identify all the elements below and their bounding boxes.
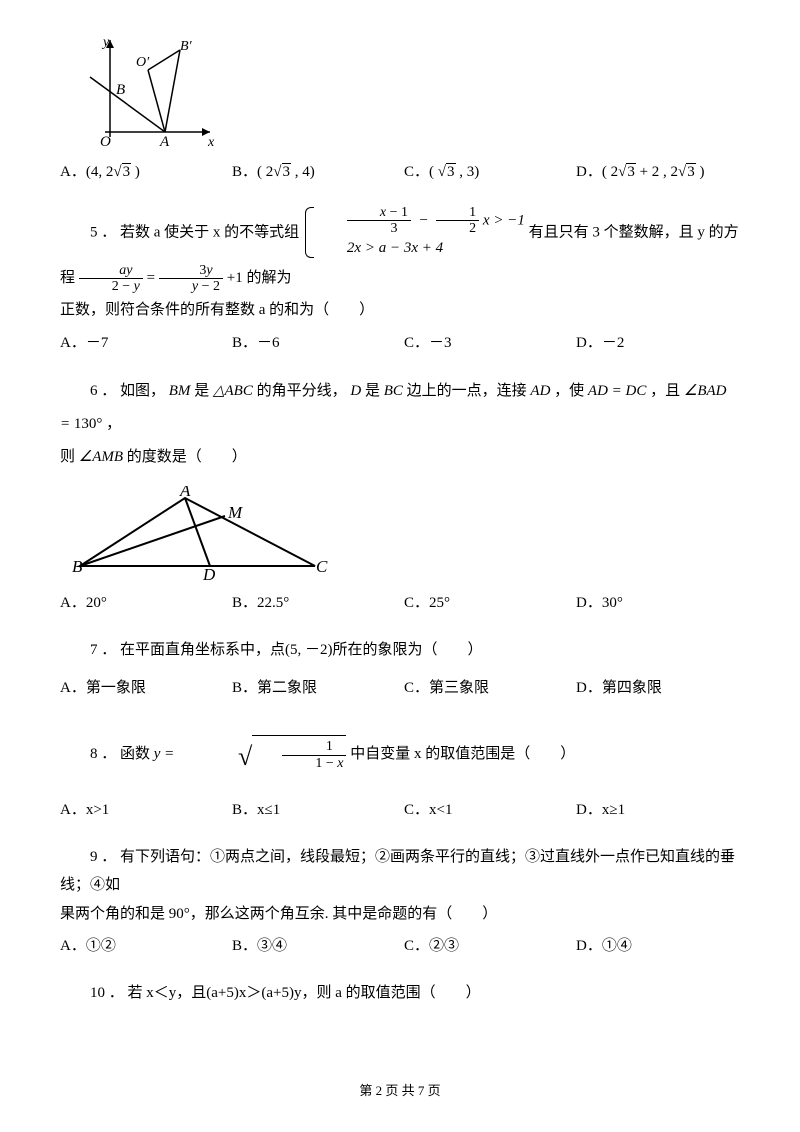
q7-option-B: B．第二象限	[232, 674, 404, 703]
q6-diagram: B A C D M	[70, 486, 740, 581]
q6-adeq: AD = DC	[588, 383, 646, 399]
q5-option-B: B．－6	[232, 329, 404, 358]
q6-option-D: D．30°	[576, 589, 623, 618]
q8-prefix: 8 ． 函数	[90, 746, 150, 762]
q5-prefix: 5 ． 若数 a 使关于 x 的不等式组	[90, 224, 299, 240]
q5-option-A: A．－7	[60, 329, 232, 358]
q5-options: A．－7 B．－6 C．－3 D．－2	[60, 329, 740, 358]
q5-eq: =	[147, 270, 155, 286]
q6-t8: ，	[106, 416, 121, 432]
q9: 9 ． 有下列语句：①两点之间，线段最短；②画两条平行的直线；③过直线外一点作已…	[60, 843, 740, 929]
q10-text: 10 ． 若 x＜y，且(a+5)x＞(a+5)y，则 a 的取值范围（ ）	[60, 979, 740, 1008]
q9-line1: 9 ． 有下列语句：①两点之间，线段最短；②画两条平行的直线；③过直线外一点作已…	[60, 843, 740, 900]
q6-option-A: A．20°	[60, 589, 232, 618]
q4-diagram: O A B O′ B′ y x	[80, 32, 740, 152]
q8-option-C: C．x<1	[404, 796, 576, 825]
q8-yeq: y =	[154, 746, 175, 762]
q5-tail: +1 的解为	[227, 270, 292, 286]
q5-option-D: D．－2	[576, 329, 624, 358]
label-A: A	[159, 134, 170, 150]
q6-abc: △ABC	[213, 383, 253, 399]
label-O: O	[100, 134, 111, 150]
q9-options: A．①② B．③④ C．②③ D．①④	[60, 932, 740, 961]
lbl-B: B	[72, 557, 83, 576]
q9-option-A: A．①②	[60, 932, 232, 961]
q6-t7: ，且	[650, 383, 680, 399]
q6-t1: 6 ． 如图，	[90, 383, 165, 399]
q4-option-B: B．( 23 , 4)	[232, 158, 404, 187]
q6-t6: ，使	[554, 383, 584, 399]
q8-sqrt: √ 11 − x	[178, 721, 346, 789]
q6-t4: 是	[365, 383, 380, 399]
q6-bm: BM	[169, 383, 191, 399]
label-O-prime: O′	[136, 55, 150, 70]
q5: 5 ． 若数 a 使关于 x 的不等式组 x − 13 − 12 x > −1 …	[60, 205, 740, 325]
q7-option-A: A．第一象限	[60, 674, 232, 703]
q7-option-D: D．第四象限	[576, 674, 662, 703]
q6-options: A．20° B．22.5° C．25° D．30°	[60, 589, 740, 618]
q8-option-A: A．x>1	[60, 796, 232, 825]
page-footer: 第 2 页 共 7 页	[0, 1079, 800, 1104]
q6-amb: ∠AMB	[79, 449, 123, 465]
q9-line2: 果两个角的和是 90°，那么这两个角互余. 其中是命题的有（ ）	[60, 900, 740, 929]
q5-system: x − 13 − 12 x > −1 2x > a − 3x + 4	[303, 205, 525, 261]
q7-option-C: C．第三象限	[404, 674, 576, 703]
q6-t9: 则	[60, 449, 75, 465]
q5-frac-left: ay2 − y	[79, 263, 143, 295]
q6-t3: 的角平分线，	[257, 383, 347, 399]
label-x: x	[207, 135, 215, 150]
lbl-A: A	[179, 486, 191, 500]
q9-option-B: B．③④	[232, 932, 404, 961]
triangle-svg: B A C D M	[70, 486, 330, 581]
q9-option-C: C．②③	[404, 932, 576, 961]
q4-options: A．(4, 23 ) B．( 23 , 4) C．( 3 , 3) D．( 23…	[60, 158, 740, 187]
q7-text: 7 ． 在平面直角坐标系中，点(5, －2)所在的象限为（ ）	[60, 636, 740, 665]
q5-line2: 正数，则符合条件的所有整数 a 的和为（ ）	[60, 296, 740, 325]
coord-system-svg: O A B O′ B′ y x	[80, 32, 220, 152]
q4-option-A: A．(4, 23 )	[60, 158, 232, 187]
q4-option-D: D．( 23 + 2 , 23 )	[576, 158, 705, 187]
q5-frac-right: 3yy − 2	[159, 263, 223, 295]
label-y: y	[101, 35, 110, 50]
q6: 6 ． 如图， BM 是 △ABC 的角平分线， D 是 BC 边上的一点，连接…	[60, 375, 740, 474]
q8: 8 ． 函数 y = √ 11 − x 中自变量 x 的取值范围是（ ）	[60, 721, 740, 789]
q7-options: A．第一象限 B．第二象限 C．第三象限 D．第四象限	[60, 674, 740, 703]
q6-option-B: B．22.5°	[232, 589, 404, 618]
q6-bc: BC	[384, 383, 403, 399]
q8-options: A．x>1 B．x≤1 C．x<1 D．x≥1	[60, 796, 740, 825]
q8-suffix: 中自变量 x 的取值范围是（ ）	[350, 746, 575, 762]
q6-t2: 是	[194, 383, 209, 399]
q6-t5: 边上的一点，连接	[407, 383, 527, 399]
q5-option-C: C．－3	[404, 329, 576, 358]
q6-t10: 的度数是（ ）	[127, 449, 247, 465]
label-B-prime: B′	[180, 39, 193, 54]
q9-option-D: D．①④	[576, 932, 632, 961]
q8-option-B: B．x≤1	[232, 796, 404, 825]
lbl-C: C	[316, 557, 328, 576]
q8-option-D: D．x≥1	[576, 796, 625, 825]
q6-option-C: C．25°	[404, 589, 576, 618]
q4-option-C: C．( 3 , 3)	[404, 158, 576, 187]
page: O A B O′ B′ y x A．(4, 23 ) B．( 23 , 4) C…	[0, 0, 800, 1132]
lbl-M: M	[227, 503, 243, 522]
q6-d: D	[350, 383, 361, 399]
q6-ad: AD	[530, 383, 550, 399]
label-B: B	[116, 82, 125, 98]
lbl-D: D	[202, 565, 216, 581]
